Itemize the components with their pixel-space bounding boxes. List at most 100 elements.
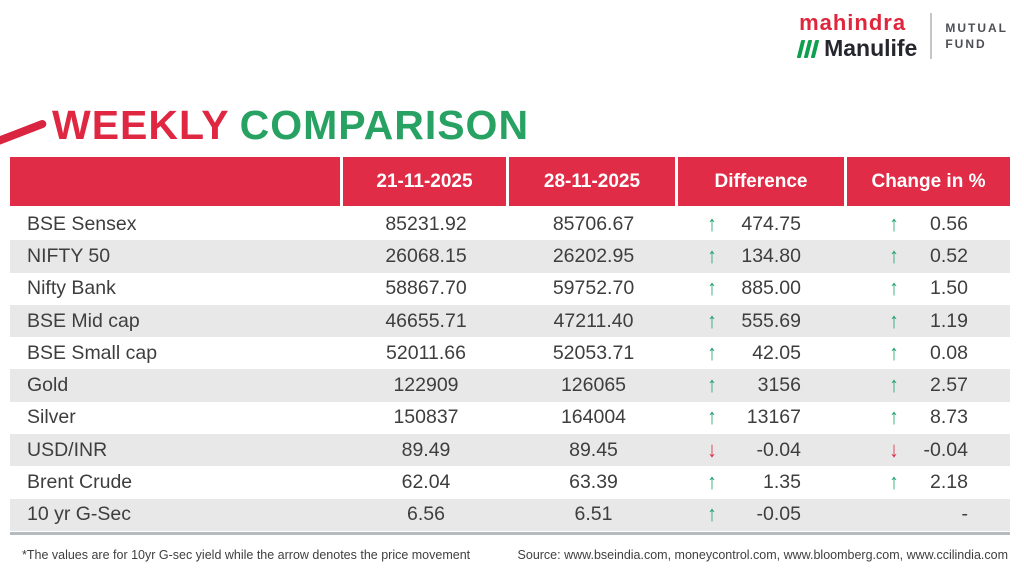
page-title: WEEKLY COMPARISON bbox=[52, 101, 529, 149]
brand-wordmark: mahindra Manulife bbox=[796, 10, 918, 61]
difference-value: 134.80 bbox=[741, 244, 801, 267]
up-arrow-icon: ↑ bbox=[707, 276, 717, 301]
up-arrow-icon: ↑ bbox=[889, 276, 899, 301]
table-body: BSE Sensex 85231.92 85706.67 ↑ 474.75 ↑ 0.56 NI… bbox=[10, 208, 1010, 531]
difference-cell: ↑ 555.69 bbox=[678, 305, 847, 337]
up-arrow-icon: ↑ bbox=[889, 244, 899, 269]
curr-date-value: 63.39 bbox=[569, 471, 618, 494]
difference-value: 474.75 bbox=[741, 212, 801, 235]
table-row: Silver 150837 164004 ↑ 13167 ↑ 8.73 bbox=[10, 401, 1010, 435]
title-block: WEEKLY COMPARISON bbox=[0, 101, 529, 153]
up-arrow-icon: ↑ bbox=[707, 373, 717, 398]
curr-date-value: 59752.70 bbox=[552, 277, 635, 300]
down-arrow-icon: ↓ bbox=[707, 438, 717, 463]
title-word-weekly: WEEKLY bbox=[52, 102, 230, 148]
prev-date-value: 58867.70 bbox=[385, 277, 467, 300]
up-arrow-icon: ↑ bbox=[889, 405, 899, 430]
table-row: Nifty Bank 58867.70 59752.70 ↑ 885.00 ↑ 1.50 bbox=[10, 272, 1010, 305]
change-pct-value: 8.73 bbox=[930, 406, 968, 429]
brand-divider bbox=[930, 13, 933, 59]
difference-cell: ↑ 3156 bbox=[678, 369, 847, 401]
table-row: BSE Sensex 85231.92 85706.67 ↑ 474.75 ↑ 0.56 bbox=[10, 208, 1010, 241]
instrument-name: BSE Sensex bbox=[27, 212, 137, 235]
table-row: BSE Small cap 52011.66 52053.71 ↑ 42.05 ↑ 0.08 bbox=[10, 337, 1010, 370]
table-row: BSE Mid cap 46655.71 47211.40 ↑ 555.69 ↑ 1.19 bbox=[10, 304, 1010, 338]
instrument-name: Silver bbox=[27, 406, 76, 429]
curr-date-value: 85706.67 bbox=[552, 212, 635, 235]
header-date-curr: 28-11-2025 bbox=[509, 157, 675, 206]
difference-value: 3156 bbox=[757, 374, 801, 397]
difference-cell: ↑ 1.35 bbox=[678, 466, 847, 498]
title-dash-icon bbox=[0, 118, 48, 148]
difference-value: 885.00 bbox=[741, 277, 801, 300]
change-pct-value: -0.04 bbox=[923, 438, 968, 461]
change-pct-value: 2.57 bbox=[930, 374, 968, 397]
prev-date-value: 122909 bbox=[393, 374, 459, 397]
mahindra-wordmark: mahindra bbox=[799, 10, 907, 35]
header-difference: Difference bbox=[678, 157, 844, 206]
instrument-name: Brent Crude bbox=[27, 471, 133, 494]
header-change-pct: Change in % bbox=[847, 157, 1010, 206]
change-pct-cell: ↑ 2.18 bbox=[847, 466, 1010, 498]
change-pct-value: 0.08 bbox=[930, 341, 968, 364]
table-row: Brent Crude 62.04 63.39 ↑ 1.35 ↑ 2.18 bbox=[10, 466, 1010, 499]
footer: *The values are for 10yr G-sec yield whi… bbox=[0, 548, 1024, 562]
change-pct-cell: ↓ -0.04 bbox=[847, 434, 1010, 466]
curr-date-value: 6.51 bbox=[574, 503, 613, 526]
table-header-row: 21-11-2025 28-11-2025 Difference Change … bbox=[10, 157, 1010, 206]
prev-date-value: 150837 bbox=[393, 406, 459, 429]
difference-value: 1.35 bbox=[763, 471, 801, 494]
up-arrow-icon: ↑ bbox=[707, 341, 717, 366]
change-pct-cell: ↑ 1.50 bbox=[847, 273, 1010, 305]
difference-cell: ↑ 13167 bbox=[678, 402, 847, 434]
difference-cell: ↑ 42.05 bbox=[678, 337, 847, 369]
difference-cell: ↑ 134.80 bbox=[678, 240, 847, 272]
change-pct-cell: ↑ 1.19 bbox=[847, 305, 1010, 337]
up-arrow-icon: ↑ bbox=[707, 308, 717, 334]
header-instrument bbox=[10, 157, 340, 206]
up-arrow-icon: ↑ bbox=[707, 212, 717, 237]
table-row: USD/INR 89.49 89.45 ↓ -0.04 ↓ -0.04 bbox=[10, 434, 1010, 467]
fund-label: FUND bbox=[945, 37, 987, 51]
weekly-comparison-table: 21-11-2025 28-11-2025 Difference Change … bbox=[10, 157, 1010, 535]
up-arrow-icon: ↑ bbox=[889, 308, 899, 334]
change-pct-cell: ↑ 2.57 bbox=[847, 369, 1010, 401]
instrument-name: BSE Mid cap bbox=[27, 309, 140, 332]
difference-value: -0.05 bbox=[756, 503, 801, 526]
mutual-fund-label: MUTUAL FUND bbox=[945, 21, 1008, 52]
title-word-comparison: COMPARISON bbox=[239, 102, 530, 148]
change-pct-cell: ↑ 0.56 bbox=[847, 208, 1010, 240]
prev-date-value: 89.49 bbox=[401, 438, 451, 461]
difference-value: 42.05 bbox=[752, 341, 801, 364]
table-row: 10 yr G-Sec 6.56 6.51 ↑ -0.05 - bbox=[10, 498, 1010, 531]
instrument-name: 10 yr G-Sec bbox=[27, 503, 132, 526]
up-arrow-icon: ↑ bbox=[889, 373, 899, 398]
difference-cell: ↑ 885.00 bbox=[678, 273, 847, 305]
instrument-name: BSE Small cap bbox=[27, 341, 158, 364]
up-arrow-icon: ↑ bbox=[889, 470, 899, 495]
difference-value: -0.04 bbox=[756, 438, 801, 461]
curr-date-value: 52053.71 bbox=[552, 341, 635, 364]
manulife-bars-icon bbox=[796, 39, 820, 58]
down-arrow-icon: ↓ bbox=[889, 438, 899, 463]
change-pct-value: 2.18 bbox=[930, 471, 968, 494]
mutual-label: MUTUAL bbox=[945, 20, 1008, 35]
up-arrow-icon: ↑ bbox=[707, 405, 717, 430]
curr-date-value: 164004 bbox=[560, 406, 627, 429]
curr-date-value: 126065 bbox=[560, 374, 627, 397]
difference-cell: ↓ -0.04 bbox=[678, 434, 847, 466]
prev-date-value: 85231.92 bbox=[385, 212, 467, 235]
change-pct-cell: ↑ 8.73 bbox=[847, 402, 1010, 434]
change-pct-value: - bbox=[961, 503, 969, 526]
up-arrow-icon: ↑ bbox=[707, 502, 717, 527]
change-pct-value: 0.52 bbox=[930, 244, 968, 267]
change-pct-value: 1.19 bbox=[930, 309, 968, 332]
prev-date-value: 6.56 bbox=[407, 503, 445, 526]
instrument-name: NIFTY 50 bbox=[27, 244, 111, 267]
difference-cell: ↑ 474.75 bbox=[678, 208, 847, 240]
prev-date-value: 62.04 bbox=[401, 471, 451, 494]
instrument-name: USD/INR bbox=[27, 438, 108, 461]
curr-date-value: 47211.40 bbox=[553, 309, 634, 332]
manulife-wordmark: Manulife bbox=[824, 35, 918, 61]
change-pct-value: 1.50 bbox=[930, 277, 968, 300]
